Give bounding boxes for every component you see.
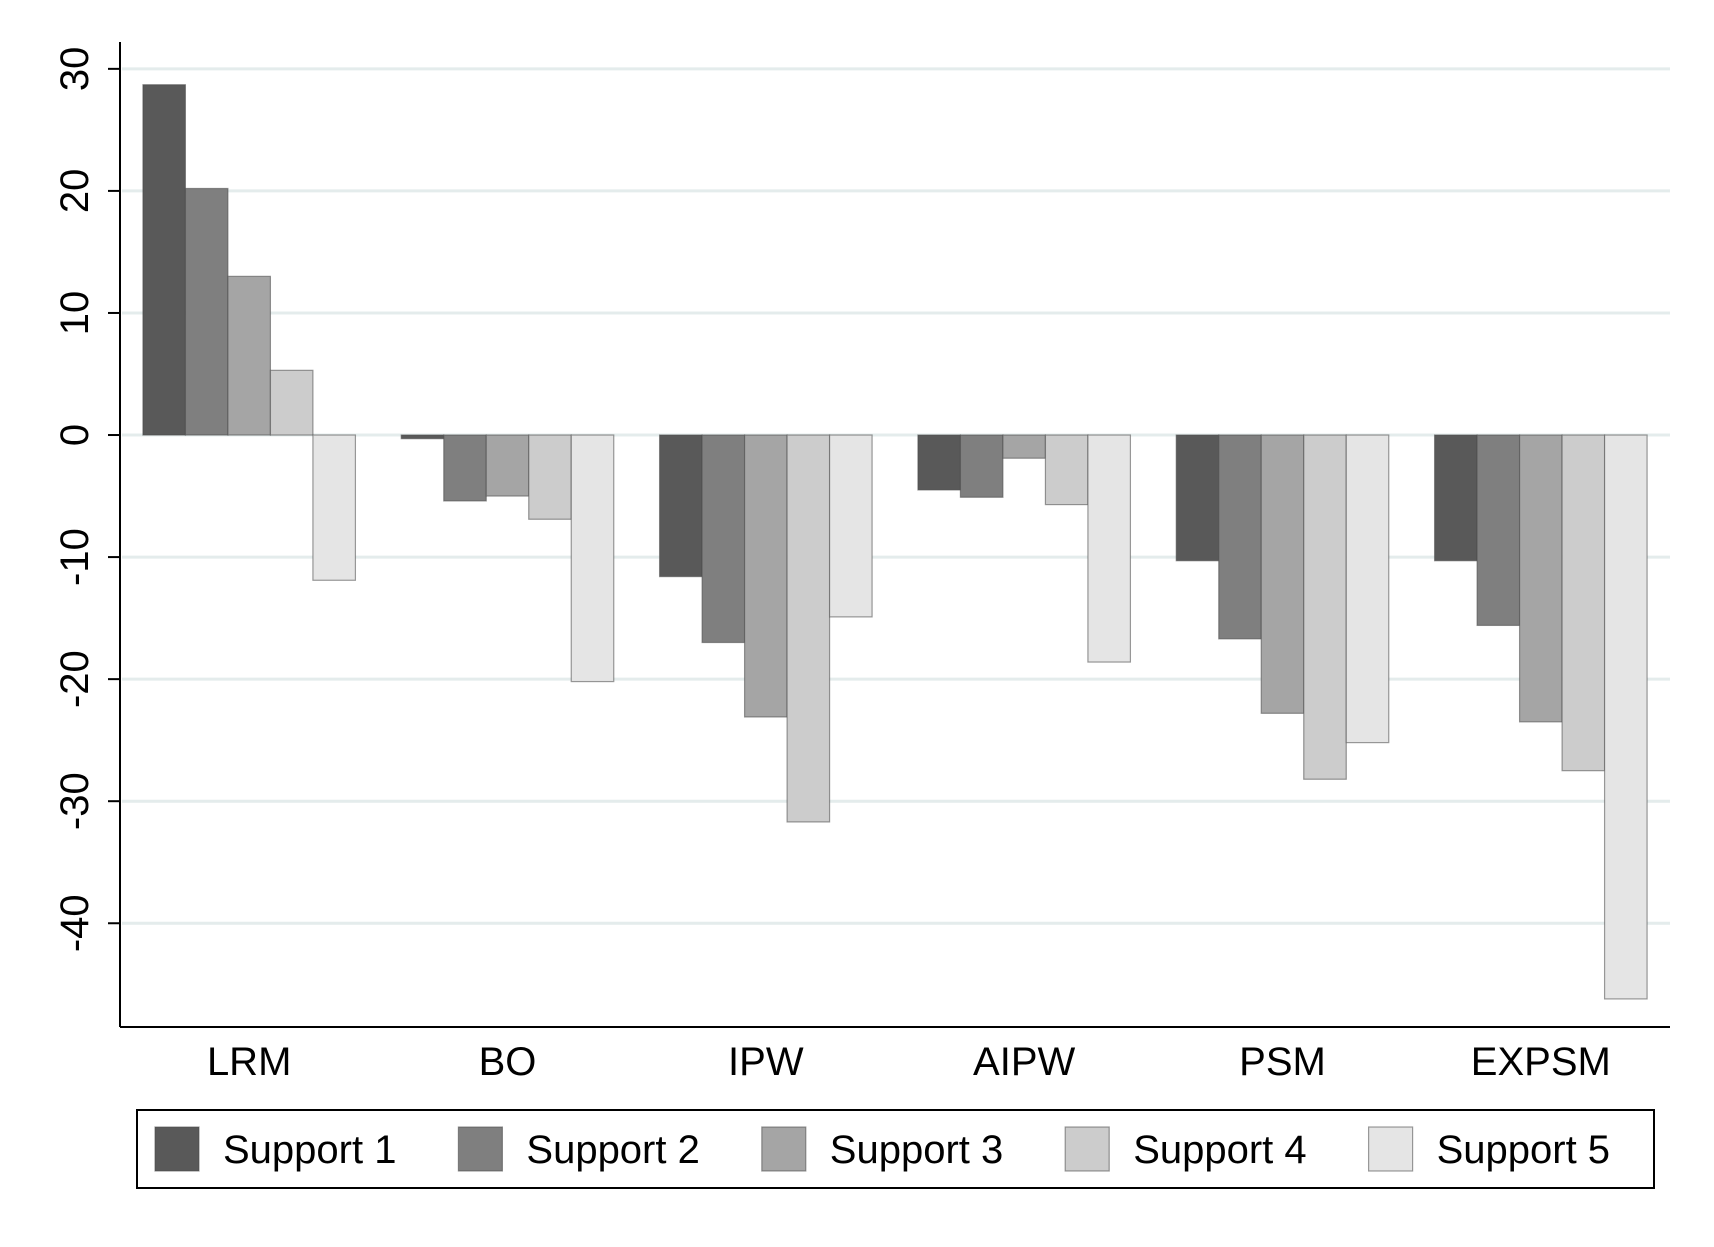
bar-expsm-series-1 [1433, 434, 1478, 562]
bar-ipw-series-5 [828, 434, 873, 618]
bar-psm-series-1 [1175, 434, 1220, 562]
bar-ipw-series-2 [701, 434, 746, 644]
legend-swatch-series-3 [761, 1126, 807, 1172]
bars [142, 84, 1648, 1000]
bar-expsm-series-4 [1561, 434, 1606, 772]
x-axis-labels: LRM BO IPW AIPW PSM EXPSM [207, 1040, 1611, 1084]
legend-swatch-series-1 [154, 1126, 200, 1172]
legend-label-series-5: Support 5 [1437, 1128, 1610, 1172]
bar-aipw-series-1 [917, 434, 962, 491]
y-tick-label: -20 [53, 650, 97, 708]
bar-aipw-series-5 [1087, 434, 1132, 663]
bar-aipw-series-2 [959, 434, 1004, 498]
bar-expsm-series-3 [1518, 434, 1563, 723]
bar-psm-series-5 [1345, 434, 1390, 744]
bar-bo-series-2 [443, 434, 487, 502]
bar-expsm-series-2 [1476, 434, 1521, 627]
bar-bo-series-1 [400, 434, 445, 440]
axes [119, 42, 1670, 1028]
bar-lrm-series-2 [184, 187, 229, 436]
y-axis-ticks: 30 20 10 0 -10 -20 -30 -40 [53, 47, 120, 952]
bar-psm-series-4 [1303, 434, 1347, 780]
bar-ipw-series-4 [786, 434, 831, 823]
bar-lrm-series-1 [142, 84, 187, 436]
y-tick-label: 10 [53, 291, 97, 336]
legend: Support 1 Support 2 Support 3 Support 4 Supp… [136, 1109, 1655, 1189]
legend-swatch-series-5 [1367, 1126, 1414, 1172]
x-category-label: EXPSM [1471, 1040, 1611, 1084]
gridlines [122, 67, 1670, 925]
bar-bo-series-5 [570, 434, 615, 683]
bar-lrm-series-5 [312, 434, 357, 581]
x-category-label: AIPW [973, 1040, 1075, 1084]
bar-aipw-series-4 [1044, 434, 1089, 506]
y-tick-label: 0 [53, 424, 97, 446]
x-category-label: BO [479, 1040, 537, 1084]
bar-lrm-series-4 [269, 369, 314, 436]
bar-psm-series-2 [1218, 434, 1262, 640]
legend-label-series-2: Support 2 [526, 1128, 699, 1172]
bar-lrm-series-3 [227, 275, 272, 436]
y-tick-label: 20 [53, 169, 97, 214]
legend-label-series-4: Support 4 [1133, 1128, 1306, 1172]
bar-expsm-series-5 [1603, 434, 1648, 1000]
bar-bo-series-4 [528, 434, 572, 520]
x-category-label: LRM [207, 1040, 291, 1084]
y-tick-label: -10 [53, 528, 97, 586]
x-category-label: PSM [1239, 1040, 1326, 1084]
bar-aipw-series-3 [1002, 434, 1047, 459]
y-tick-label: 30 [53, 47, 97, 92]
bar-bo-series-3 [485, 434, 530, 497]
legend-label-series-3: Support 3 [830, 1128, 1003, 1172]
legend-label-series-1: Support 1 [223, 1128, 396, 1172]
bar-ipw-series-3 [743, 434, 788, 718]
legend-swatch-series-2 [457, 1126, 503, 1172]
bar-psm-series-3 [1260, 434, 1305, 714]
y-tick-label: -40 [53, 894, 97, 952]
legend-swatch-series-4 [1064, 1126, 1110, 1172]
bar-ipw-series-1 [658, 434, 703, 578]
y-tick-label: -30 [53, 772, 97, 830]
x-category-label: IPW [728, 1040, 804, 1084]
